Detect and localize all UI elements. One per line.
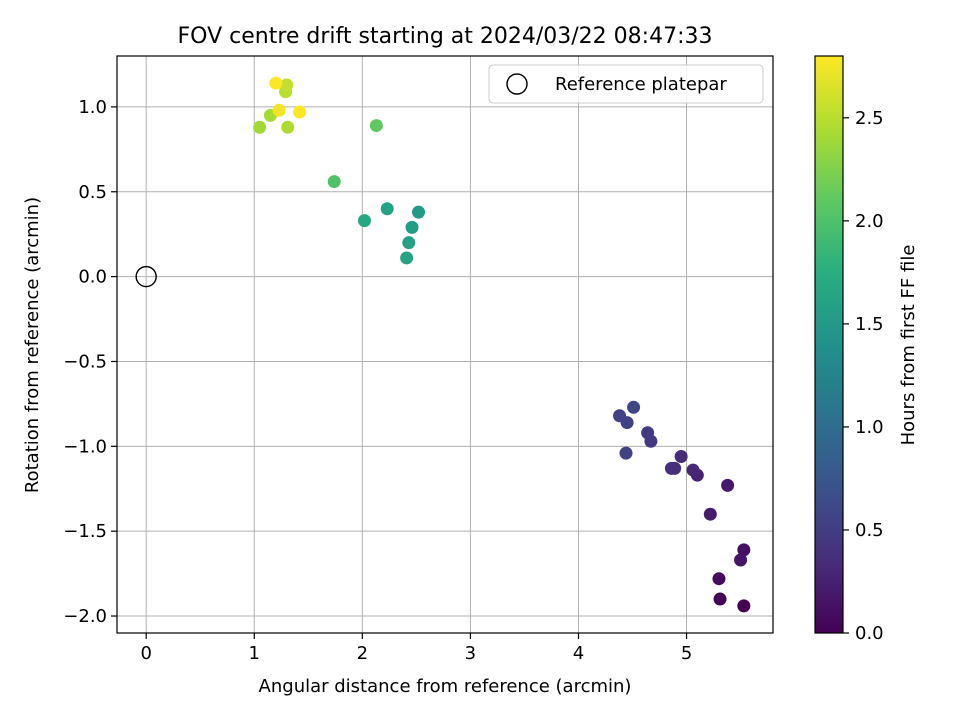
colorbar-tick-label: 2.5 bbox=[855, 108, 884, 129]
legend-marker-icon bbox=[506, 73, 528, 95]
y-tick-label: 0.0 bbox=[78, 267, 107, 288]
y-axis-ticks: −2.0 −1.5 −1.0 −0.5 0.0 0.5 1.0 bbox=[63, 97, 117, 627]
data-point bbox=[412, 205, 426, 219]
legend: Reference platepar bbox=[488, 64, 764, 104]
data-point bbox=[405, 220, 419, 234]
data-point bbox=[674, 450, 688, 464]
data-point bbox=[712, 572, 726, 586]
data-point bbox=[380, 202, 394, 216]
colorbar-tick-label: 1.5 bbox=[855, 314, 884, 335]
colorbar-ticks: 0.0 0.5 1.0 1.5 2.0 2.5 bbox=[843, 108, 884, 644]
chart-title: FOV centre drift starting at 2024/03/22 … bbox=[178, 24, 713, 49]
colorbar-tick-label: 1.0 bbox=[855, 417, 884, 438]
data-point bbox=[703, 507, 717, 521]
y-tick-label: 1.0 bbox=[78, 97, 107, 118]
data-point bbox=[620, 416, 634, 430]
colorbar-gradient bbox=[814, 55, 844, 634]
y-tick-label: −0.5 bbox=[63, 351, 107, 372]
reference-platepar-point bbox=[135, 265, 157, 288]
data-point bbox=[357, 214, 371, 228]
data-point bbox=[400, 251, 414, 265]
x-tick-label: 5 bbox=[681, 643, 692, 664]
data-point bbox=[281, 120, 295, 134]
colorbar-tick-label: 2.0 bbox=[855, 211, 884, 232]
legend-entry-reference: Reference platepar bbox=[555, 74, 727, 95]
grid bbox=[117, 56, 773, 633]
x-axis-label: Angular distance from reference (arcmin) bbox=[259, 676, 632, 697]
data-point bbox=[737, 543, 751, 557]
y-tick-label: −1.0 bbox=[63, 436, 107, 457]
data-point bbox=[293, 105, 307, 119]
x-tick-label: 3 bbox=[465, 643, 476, 664]
legend-box bbox=[488, 64, 764, 104]
data-point bbox=[272, 103, 286, 117]
data-point bbox=[627, 400, 641, 414]
data-point bbox=[713, 592, 727, 606]
data-point bbox=[327, 175, 341, 189]
data-point bbox=[619, 446, 633, 460]
data-point bbox=[369, 119, 383, 133]
data-point bbox=[280, 78, 294, 92]
y-tick-label: 0.5 bbox=[78, 182, 107, 203]
y-axis-label: Rotation from reference (arcmin) bbox=[22, 197, 43, 493]
data-points bbox=[253, 76, 751, 613]
data-point bbox=[737, 599, 751, 613]
colorbar-tick-label: 0.0 bbox=[855, 623, 884, 644]
x-axis-ticks: 0 1 2 3 4 5 bbox=[140, 633, 692, 664]
y-tick-label: −1.5 bbox=[63, 521, 107, 542]
data-point bbox=[253, 120, 267, 134]
colorbar-label: Hours from first FF file bbox=[898, 245, 919, 446]
data-point bbox=[721, 478, 735, 492]
y-tick-label: −2.0 bbox=[63, 606, 107, 627]
x-tick-label: 2 bbox=[357, 643, 368, 664]
data-point bbox=[402, 236, 416, 250]
colorbar: 0.0 0.5 1.0 1.5 2.0 2.5 Hours from first FF f… bbox=[814, 55, 919, 644]
data-point bbox=[686, 463, 700, 477]
colorbar-tick-label: 0.5 bbox=[855, 520, 884, 541]
data-point bbox=[734, 553, 748, 567]
x-tick-label: 0 bbox=[140, 643, 151, 664]
data-point bbox=[269, 76, 283, 90]
data-point bbox=[664, 461, 678, 475]
reference-layer bbox=[135, 265, 157, 288]
plot-frame bbox=[116, 55, 774, 634]
data-point bbox=[641, 426, 655, 440]
x-tick-label: 1 bbox=[249, 643, 260, 664]
x-tick-label: 4 bbox=[573, 643, 584, 664]
